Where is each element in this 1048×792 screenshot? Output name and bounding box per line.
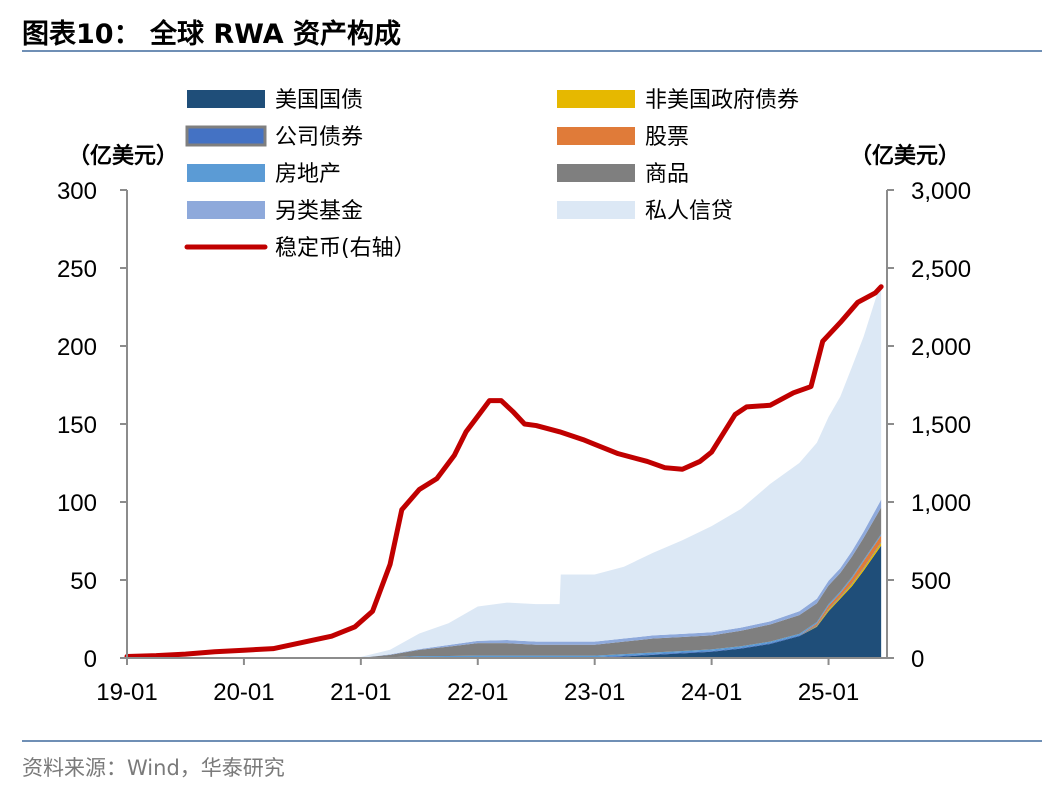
left-tick-label: 0 [84, 646, 97, 673]
left-axis-unit: （亿美元） [68, 143, 178, 169]
right-tick-label: 500 [911, 568, 951, 595]
x-tick-label: 24-01 [681, 679, 742, 706]
x-tick-label: 22-01 [447, 679, 508, 706]
x-tick-label: 21-01 [330, 679, 391, 706]
area-us_treasury [127, 545, 882, 658]
stacked-area-series [127, 281, 882, 658]
legend-swatch-stocks [557, 127, 635, 145]
right-tick-label: 1,000 [911, 490, 971, 517]
stablecoin-line-series [124, 284, 884, 659]
legend-swatch-commodities [557, 164, 635, 182]
legend-swatch-non_us_gov [557, 90, 635, 108]
legend-swatch-private_credit [557, 201, 635, 219]
title-divider [22, 50, 1042, 52]
source-note: 资料来源：Wind，华泰研究 [22, 756, 285, 780]
legend-label-stocks: 股票 [645, 125, 689, 150]
legend-label-private_credit: 私人信贷 [645, 199, 733, 224]
legend-label-stablecoin: 稳定币(右轴） [275, 236, 416, 261]
x-tick-label: 20-01 [213, 679, 274, 706]
area-private_credit [127, 281, 882, 658]
legend-label-real_estate: 房地产 [275, 162, 341, 187]
right-axis-unit: （亿美元） [850, 143, 960, 169]
legend-swatch-us_treasury [187, 90, 265, 108]
left-tick-label: 300 [57, 178, 97, 205]
line-stablecoin [124, 284, 884, 659]
legend-swatch-real_estate [187, 164, 265, 182]
x-tick-label: 19-01 [96, 679, 157, 706]
chart-axes: 0 50 100 150 200 250 300 0 500 1,000 1,500 2,000 2,5… [57, 178, 971, 706]
legend-swatch-corporate_bond [185, 125, 267, 147]
legend-swatch-alt_fund [187, 201, 265, 219]
right-tick-label: 0 [911, 646, 924, 673]
legend-label-us_treasury: 美国国债 [275, 88, 363, 113]
right-tick-label: 2,500 [911, 256, 971, 283]
left-tick-label: 100 [57, 490, 97, 517]
legend-label-non_us_gov: 非美国政府债券 [645, 88, 799, 113]
right-tick-label: 1,500 [911, 412, 971, 439]
legend-label-commodities: 商品 [645, 162, 689, 187]
right-tick-label: 2,000 [911, 334, 971, 361]
left-tick-label: 50 [70, 568, 97, 595]
legend-label-alt_fund: 另类基金 [275, 199, 363, 224]
footer-divider [22, 740, 1042, 742]
legend-label-corporate_bond: 公司债券 [275, 125, 363, 150]
right-tick-label: 3,000 [911, 178, 971, 205]
x-tick-label: 23-01 [564, 679, 625, 706]
x-tick-label: 25-01 [798, 679, 859, 706]
left-tick-label: 250 [57, 256, 97, 283]
chart-title: 图表10： 全球 RWA 资产构成 [22, 19, 402, 50]
left-tick-label: 150 [57, 412, 97, 439]
left-tick-label: 200 [57, 334, 97, 361]
